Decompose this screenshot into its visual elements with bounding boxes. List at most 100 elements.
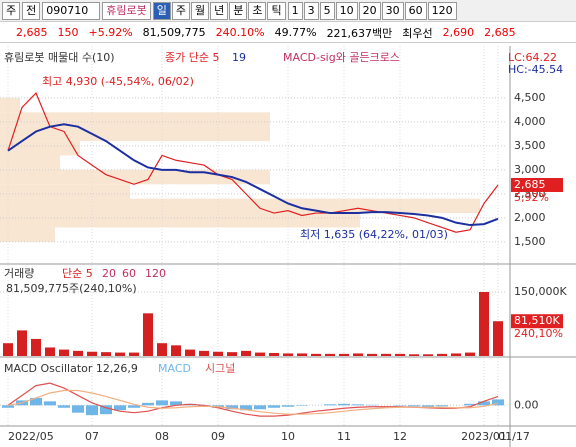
- number-button[interactable]: 30: [381, 1, 404, 20]
- number-button[interactable]: 1: [287, 1, 303, 20]
- market[interactable]: 주: [2, 1, 21, 20]
- legend-entry: 시그널: [205, 362, 235, 375]
- oscillator-bar: [268, 405, 280, 408]
- y-tick-label: 4,500: [514, 91, 546, 104]
- period-button[interactable]: 분: [229, 1, 248, 20]
- volume-profile-bar: [0, 198, 480, 214]
- x-tick-label: 12: [393, 430, 407, 443]
- oscillator-bar: [58, 405, 70, 408]
- volume-bar: [227, 352, 237, 356]
- volume-pct: 240.10%: [215, 26, 265, 39]
- x-tick-label: 10: [281, 430, 295, 443]
- period-button[interactable]: 월: [190, 1, 210, 20]
- volume-bar: [241, 350, 251, 356]
- volume-bar: [269, 353, 279, 356]
- x-tick-label: 08: [155, 430, 169, 443]
- ask: 2,690: [442, 26, 475, 39]
- volume-bar: [283, 353, 293, 356]
- volume: 81,509,775: [142, 26, 206, 39]
- oscillator-bar: [436, 405, 448, 407]
- y-tick-label: 1,500: [514, 235, 546, 248]
- volume-bar: [479, 292, 489, 356]
- subtitle: 81,509,775주(240,10%): [6, 282, 137, 295]
- number-button[interactable]: 120: [427, 1, 457, 20]
- period-button[interactable]: 주: [171, 1, 190, 20]
- volume-bar: [101, 352, 111, 356]
- volume-bar: [493, 321, 503, 356]
- best: 최우선: [402, 26, 433, 40]
- last-pct: 5,92%: [514, 191, 549, 204]
- oscillator-bar: [240, 405, 252, 411]
- period-button[interactable]: 년: [210, 1, 229, 20]
- volume-profile-bar: [0, 227, 55, 242]
- oscillator-bar: [44, 401, 56, 406]
- volume-bar: [171, 345, 181, 356]
- volume-bar: [353, 353, 363, 356]
- y-tick-label: 4,000: [514, 115, 546, 128]
- volume-bar: [17, 330, 27, 356]
- volume-bar: [255, 352, 265, 356]
- oscillator-bar: [492, 399, 504, 406]
- volume-bar: [437, 353, 447, 356]
- volume-bar: [45, 347, 55, 356]
- oscillator-bar: [2, 405, 14, 408]
- period-button[interactable]: 일: [152, 1, 171, 20]
- oscillator-bar: [422, 405, 434, 407]
- period-button[interactable]: 틱: [267, 1, 286, 20]
- legend-entry: 120: [145, 267, 166, 280]
- y-tick-label: 3,000: [514, 163, 546, 176]
- number-button[interactable]: 10: [335, 1, 358, 20]
- volume-bar: [3, 343, 13, 356]
- volume-bar: [87, 351, 97, 356]
- volume-bar: [339, 353, 349, 356]
- series-line: [7, 123, 499, 227]
- volume-bar: [73, 350, 83, 356]
- oscillator-bar: [226, 405, 238, 410]
- series-line: [7, 389, 499, 415]
- number-button[interactable]: 3: [303, 1, 319, 20]
- y-tick-label: 150,000K: [514, 285, 567, 298]
- volume-profile-bar: [0, 155, 60, 170]
- volume-bar: [59, 349, 69, 356]
- volume-bar: [465, 352, 475, 356]
- volume-bar: [381, 353, 391, 356]
- period-button[interactable]: 초: [248, 1, 267, 20]
- stock-name[interactable]: 휴림로봇: [102, 1, 151, 20]
- price: 2,685: [16, 26, 48, 39]
- volume-bar: [115, 352, 125, 356]
- legend-entry: 휴림로봇 매물대 수(10): [4, 51, 115, 64]
- prev[interactable]: 전: [22, 1, 41, 20]
- volume-profile-bar: [0, 112, 270, 127]
- oscillator-bar: [408, 405, 420, 407]
- oscillator-bar: [30, 397, 42, 406]
- legend-entry: MACD Oscillator 12,26,9: [4, 362, 138, 375]
- x-tick-label: 11: [337, 430, 351, 443]
- oscillator-bar: [282, 405, 294, 407]
- oscillator-bar: [114, 405, 126, 411]
- volume-bar: [367, 353, 377, 356]
- oscillator-bar: [156, 400, 168, 406]
- corner-label: HC:-45.54: [508, 63, 563, 76]
- x-tick-label: 09: [211, 430, 225, 443]
- legend-entry: MACD: [158, 362, 191, 375]
- last-volume-pct: 240,10%: [514, 327, 563, 340]
- volume-bar: [129, 352, 139, 356]
- number-button[interactable]: 20: [358, 1, 381, 20]
- volume-bar: [395, 353, 405, 356]
- oscillator-bar: [338, 403, 350, 406]
- volume-bar: [143, 313, 153, 356]
- last-volume: 81,510K: [514, 314, 560, 327]
- x-tick-label: 01/17: [498, 430, 530, 443]
- series-line: [7, 92, 499, 233]
- legend-entry: 거래량: [4, 267, 34, 280]
- annotation: 최고 4,930 (-45,54%, 06/02): [42, 75, 194, 88]
- number-button[interactable]: 60: [404, 1, 427, 20]
- annotation: 최저 1,635 (64,22%, 01/03): [300, 228, 448, 241]
- number-button[interactable]: 5: [319, 1, 335, 20]
- code-input[interactable]: 090710: [42, 1, 101, 20]
- oscillator-bar: [464, 403, 476, 406]
- volume-bar: [199, 350, 209, 356]
- volume-bar: [451, 353, 461, 356]
- numbers: 1 3 5 10 20 30 60 120: [287, 1, 457, 20]
